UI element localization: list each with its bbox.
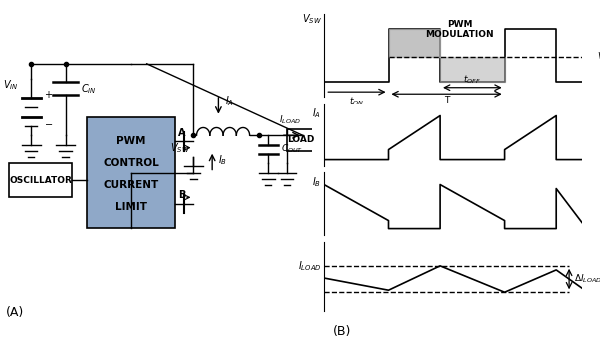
Text: $C_{OUT}$: $C_{OUT}$ bbox=[281, 143, 303, 156]
Bar bbox=[287, 129, 315, 151]
Text: $I_A$: $I_A$ bbox=[224, 94, 233, 108]
Text: $V_{OUT}$: $V_{OUT}$ bbox=[598, 50, 600, 63]
Text: T: T bbox=[444, 96, 449, 105]
Text: A: A bbox=[178, 128, 185, 138]
Text: $I_{LOAD}$: $I_{LOAD}$ bbox=[279, 114, 301, 126]
Text: $C_{IN}$: $C_{IN}$ bbox=[81, 82, 97, 96]
Text: $V_{IN}$: $V_{IN}$ bbox=[3, 79, 19, 92]
Text: $+$: $+$ bbox=[44, 89, 53, 100]
Text: $I_{LOAD}$: $I_{LOAD}$ bbox=[298, 259, 322, 273]
Text: $V_{OUT}$: $V_{OUT}$ bbox=[325, 120, 348, 134]
Text: $t_{ON}$: $t_{ON}$ bbox=[349, 95, 364, 108]
Text: (B): (B) bbox=[333, 325, 352, 338]
Text: PWM: PWM bbox=[116, 137, 146, 146]
Bar bbox=[88, 117, 175, 228]
Text: (A): (A) bbox=[6, 306, 25, 319]
Text: $t_{OFF}$: $t_{OFF}$ bbox=[463, 74, 481, 86]
Text: $\Delta I_{LOAD}$: $\Delta I_{LOAD}$ bbox=[574, 273, 600, 285]
Text: $-$: $-$ bbox=[44, 118, 53, 128]
Text: B: B bbox=[178, 190, 185, 200]
Text: CONTROL: CONTROL bbox=[103, 158, 159, 168]
Text: CURRENT: CURRENT bbox=[103, 180, 158, 190]
Text: $I_B$: $I_B$ bbox=[218, 153, 227, 167]
Text: $V_{SW}$: $V_{SW}$ bbox=[170, 141, 190, 155]
Text: LOAD: LOAD bbox=[287, 135, 315, 145]
Bar bbox=[10, 163, 72, 197]
Text: $I_A$: $I_A$ bbox=[313, 107, 322, 120]
Text: PWM
MODULATION: PWM MODULATION bbox=[425, 20, 494, 39]
Text: $V_{SW}$: $V_{SW}$ bbox=[302, 12, 322, 26]
Text: $I_B$: $I_B$ bbox=[313, 176, 322, 189]
Text: LIMIT: LIMIT bbox=[115, 202, 147, 211]
Text: OSCILLATOR: OSCILLATOR bbox=[9, 176, 72, 185]
